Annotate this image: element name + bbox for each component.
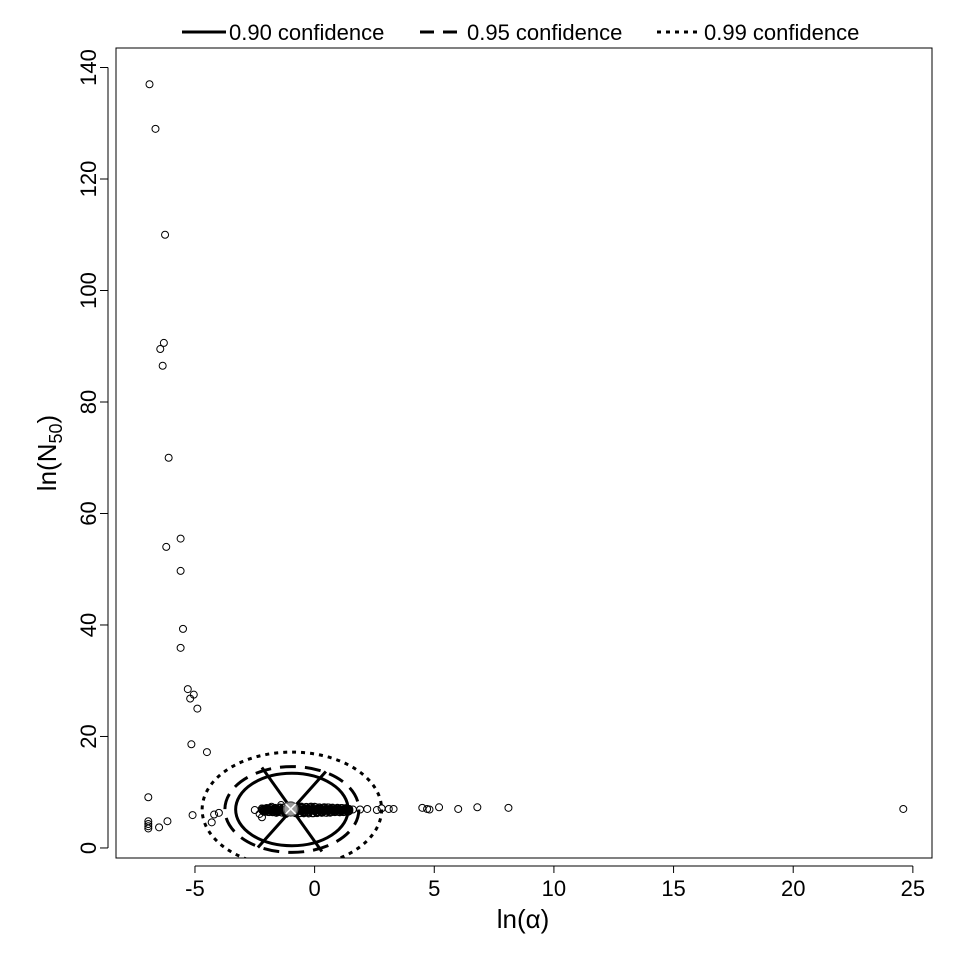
data-point [144,822,153,831]
data-point [159,338,168,347]
y-axis-title-subscript: 50 [46,423,66,443]
y-axis-title-prefix: ln(N [32,444,62,492]
legend-label-099: 0.99 confidence [704,20,859,45]
x-tick-label: 0 [308,876,320,901]
data-point [156,345,165,354]
data-point [425,805,434,814]
plot-frame [115,47,933,859]
y-tick-label: 120 [76,161,101,198]
data-point [315,804,324,813]
data-point [179,624,188,633]
data-point [320,807,329,816]
data-point [454,804,463,813]
data-point [435,803,444,812]
y-tick-label: 20 [76,724,101,748]
data-point [187,740,196,749]
point-estimate-cross [285,803,297,815]
confidence-ellipse-dotted [200,750,384,858]
x-axis: -5 0 5 10 15 20 25 [185,865,925,901]
data-point [145,80,154,89]
x-tick-label: -5 [185,876,205,901]
data-point [262,807,271,816]
data-point [899,804,908,813]
data-point [144,824,153,833]
confidence-ellipses [200,750,384,858]
data-point [473,803,482,812]
data-point [202,748,211,757]
confidence-ellipse-solid [234,771,350,848]
data-point [389,804,398,813]
y-tick-label: 60 [76,501,101,525]
data-point [210,810,219,819]
data-point [363,804,372,813]
data-points [144,80,908,833]
data-point [186,694,195,703]
y-axis-title-suffix: ) [32,415,62,424]
point-estimate-marker [256,766,328,853]
data-point [151,124,160,133]
data-point [214,808,223,817]
data-point [372,806,381,815]
legend-label-095: 0.95 confidence [467,20,622,45]
legend: 0.90 confidence 0.95 confidence 0.99 con… [182,20,859,45]
data-point [324,804,333,813]
data-point [162,542,171,551]
data-point [144,793,153,802]
data-point [310,807,319,816]
y-tick-label: 0 [76,842,101,854]
data-point [384,804,393,813]
data-point [183,685,192,694]
data-point [329,806,338,815]
confidence-ellipse-dashed [223,765,361,854]
legend-label-090: 0.90 confidence [229,20,384,45]
data-point [272,808,281,817]
data-point [305,804,314,813]
data-point [418,803,427,812]
plot-area [144,80,908,858]
x-tick-label: 20 [781,876,805,901]
data-point [334,804,343,813]
data-point [176,566,185,575]
x-tick-label: 15 [661,876,685,901]
data-point [144,819,153,828]
data-point [267,802,276,811]
y-tick-label: 40 [76,613,101,637]
y-axis: 0 20 40 60 80 100 120 140 [76,49,109,854]
data-point [188,811,197,820]
y-tick-label: 140 [76,49,101,86]
data-point [504,803,513,812]
data-point [301,808,310,817]
data-point [163,817,172,826]
x-axis-title: ln(α) [497,904,550,934]
y-tick-label: 100 [76,272,101,309]
data-point [158,361,167,370]
x-tick-label: 5 [428,876,440,901]
data-point [193,704,202,713]
data-point [176,643,185,652]
data-point [257,813,266,822]
x-tick-label: 10 [542,876,566,901]
data-point [207,818,216,827]
x-tick-label: 25 [901,876,925,901]
data-point [250,806,259,815]
data-point [176,534,185,543]
data-point [164,453,173,462]
data-point [155,823,164,832]
data-point [161,230,170,239]
y-axis-title: ln(N50) [32,415,66,491]
y-tick-label: 80 [76,390,101,414]
